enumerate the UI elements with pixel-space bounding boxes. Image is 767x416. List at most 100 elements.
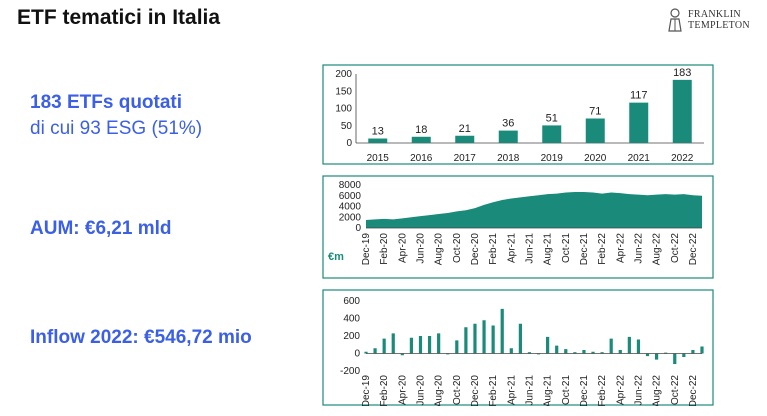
y-tick-label: 200 xyxy=(335,69,352,80)
franklin-templeton-logo: FRANKLIN TEMPLETON xyxy=(666,6,762,34)
x-tick-label: Jun-22 xyxy=(633,375,644,406)
bar xyxy=(629,102,649,143)
x-tick-label: 2020 xyxy=(584,153,607,164)
bar xyxy=(482,320,486,354)
bar xyxy=(518,323,522,354)
x-tick-label: Dec-22 xyxy=(688,375,699,406)
bar xyxy=(591,351,595,354)
data-label: 18 xyxy=(415,124,427,136)
y-tick-label: -200 xyxy=(340,366,360,377)
x-tick-label: Oct-21 xyxy=(561,375,572,405)
x-tick-label: Oct-20 xyxy=(452,375,463,405)
x-tick-label: Apr-21 xyxy=(506,233,517,263)
esg-count-stat: di cui 93 ESG (51%) xyxy=(30,118,203,139)
x-tick-label: Dec-22 xyxy=(688,233,699,266)
y-tick-label: 200 xyxy=(343,331,360,342)
bar xyxy=(627,336,631,354)
x-tick-label: Feb-20 xyxy=(379,375,390,406)
bar xyxy=(409,337,414,354)
x-tick-label: Feb-20 xyxy=(379,233,390,265)
x-tick-label: 2016 xyxy=(410,153,433,164)
x-tick-label: Dec-19 xyxy=(361,233,372,266)
x-tick-label: Aug-22 xyxy=(652,233,663,266)
page-title: ETF tematici in Italia xyxy=(17,6,221,29)
x-tick-label: Oct-21 xyxy=(561,233,572,263)
x-tick-label: Aug-21 xyxy=(543,375,554,406)
inflow-bar-chart: -200 0 200 400 600 Dec-19 Feb-20 Apr-20 Jun-20 Au… xyxy=(322,289,714,406)
x-tick-label: Oct-22 xyxy=(670,375,681,405)
data-label: 13 xyxy=(372,126,384,138)
bar xyxy=(664,352,668,354)
x-tick-label: Dec-20 xyxy=(470,233,481,266)
x-tick-label: Jun-22 xyxy=(633,233,644,264)
bar xyxy=(691,350,695,354)
bar xyxy=(527,352,532,354)
y-tick-label: 600 xyxy=(343,296,360,307)
unit-label: €m xyxy=(328,251,344,263)
chart-frame xyxy=(322,64,714,165)
x-tick-label: Jun-21 xyxy=(524,233,535,264)
x-tick-label: Jun-20 xyxy=(415,233,426,264)
logo-line-1: FRANKLIN xyxy=(688,9,741,20)
data-label: 51 xyxy=(546,112,558,124)
bar xyxy=(368,138,388,143)
data-label: 183 xyxy=(673,67,691,79)
data-label: 21 xyxy=(459,123,471,135)
bar xyxy=(573,352,577,354)
bar xyxy=(673,353,677,364)
x-tick-label: Feb-21 xyxy=(488,375,499,406)
bar xyxy=(509,348,513,354)
chart-frame xyxy=(322,175,714,279)
x-tick-label: Aug-22 xyxy=(652,375,663,406)
bar xyxy=(491,325,495,354)
x-tick-label: Aug-21 xyxy=(543,233,554,266)
etf-count-stat: 183 ETFs quotati xyxy=(30,92,183,113)
bar xyxy=(636,339,641,354)
logo-line-2: TEMPLETON xyxy=(688,20,750,31)
bar xyxy=(546,336,550,354)
x-tick-label: Oct-22 xyxy=(670,233,681,263)
y-tick-label: 0 xyxy=(355,223,361,234)
x-tick-label: Oct-20 xyxy=(452,233,463,263)
bar xyxy=(382,338,386,354)
x-tick-label: Apr-20 xyxy=(397,233,408,263)
y-tick-label: 2000 xyxy=(339,212,362,223)
bar xyxy=(536,353,541,355)
x-tick-label: Aug-20 xyxy=(434,233,445,266)
bar xyxy=(473,323,477,354)
x-tick-label: Feb-22 xyxy=(597,375,608,406)
bar xyxy=(645,353,650,357)
x-tick-label: 2018 xyxy=(497,153,520,164)
bar xyxy=(455,135,475,143)
y-tick-label: 4000 xyxy=(339,202,362,213)
logo-emblem-icon xyxy=(668,8,682,32)
bar xyxy=(364,351,368,354)
data-label: 36 xyxy=(502,118,514,130)
x-tick-label: Jun-20 xyxy=(415,375,426,406)
bar xyxy=(437,333,441,354)
y-tick-label: 400 xyxy=(343,314,360,325)
bar xyxy=(446,353,450,355)
y-tick-label: 50 xyxy=(341,121,353,132)
chart-frame xyxy=(322,289,714,406)
bar xyxy=(391,333,395,354)
y-tick-label: 0 xyxy=(354,349,360,360)
bar xyxy=(498,130,518,143)
bar xyxy=(455,340,459,354)
y-tick-label: 8000 xyxy=(339,180,362,191)
bar xyxy=(542,125,562,143)
bar xyxy=(582,350,586,354)
x-tick-label: Aug-20 xyxy=(434,375,445,406)
x-tick-label: Apr-22 xyxy=(615,233,626,263)
bar xyxy=(500,308,504,354)
bar xyxy=(373,348,377,354)
x-tick-label: Apr-22 xyxy=(615,375,626,405)
x-tick-label: Apr-21 xyxy=(506,375,517,405)
bar xyxy=(464,327,468,354)
x-tick-label: 2015 xyxy=(367,153,390,164)
x-tick-label: 2019 xyxy=(541,153,564,164)
inflow-stat: Inflow 2022: €546,72 mio xyxy=(30,327,252,348)
aum-stat: AUM: €6,21 mld xyxy=(30,218,172,239)
bar xyxy=(682,353,686,357)
x-tick-label: Feb-22 xyxy=(597,233,608,265)
